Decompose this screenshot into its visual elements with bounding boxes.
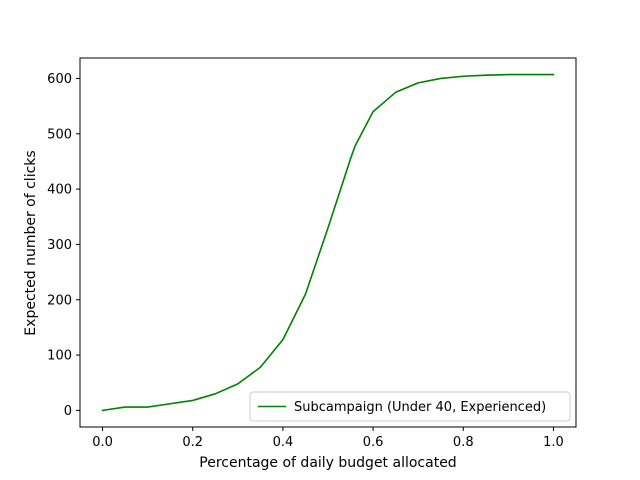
legend: Subcampaign (Under 40, Experienced) (249, 391, 571, 422)
y-tick-label: 200 (47, 293, 72, 308)
y-axis-label: Expected number of clicks (23, 150, 39, 335)
x-axis-label: Percentage of daily budget allocated (199, 455, 456, 471)
x-tick-label: 0.4 (273, 435, 294, 450)
x-tick-label: 0.6 (363, 435, 384, 450)
x-tick-label: 1.0 (543, 435, 564, 450)
x-tick-label: 0.2 (182, 435, 203, 450)
y-tick-label: 300 (47, 238, 72, 253)
legend-box (249, 391, 571, 422)
y-tick-label: 100 (47, 349, 72, 364)
series-line-0 (101, 73, 555, 412)
y-tick-label: 500 (47, 127, 72, 142)
axes: 0.0 0.2 0.4 0.6 0.8 1.0 0 100 200 300 400 500 600 (47, 57, 577, 450)
x-tick-label: 0.0 (92, 435, 113, 450)
y-tick-label: 0 (64, 404, 72, 419)
plot-area (101, 73, 555, 412)
x-tick-label: 0.8 (453, 435, 474, 450)
y-tick-label: 600 (47, 72, 72, 87)
legend-label: Subcampaign (Under 40, Experienced) (294, 400, 546, 415)
plot-frame (79, 57, 577, 428)
y-tick-label: 400 (47, 183, 72, 198)
